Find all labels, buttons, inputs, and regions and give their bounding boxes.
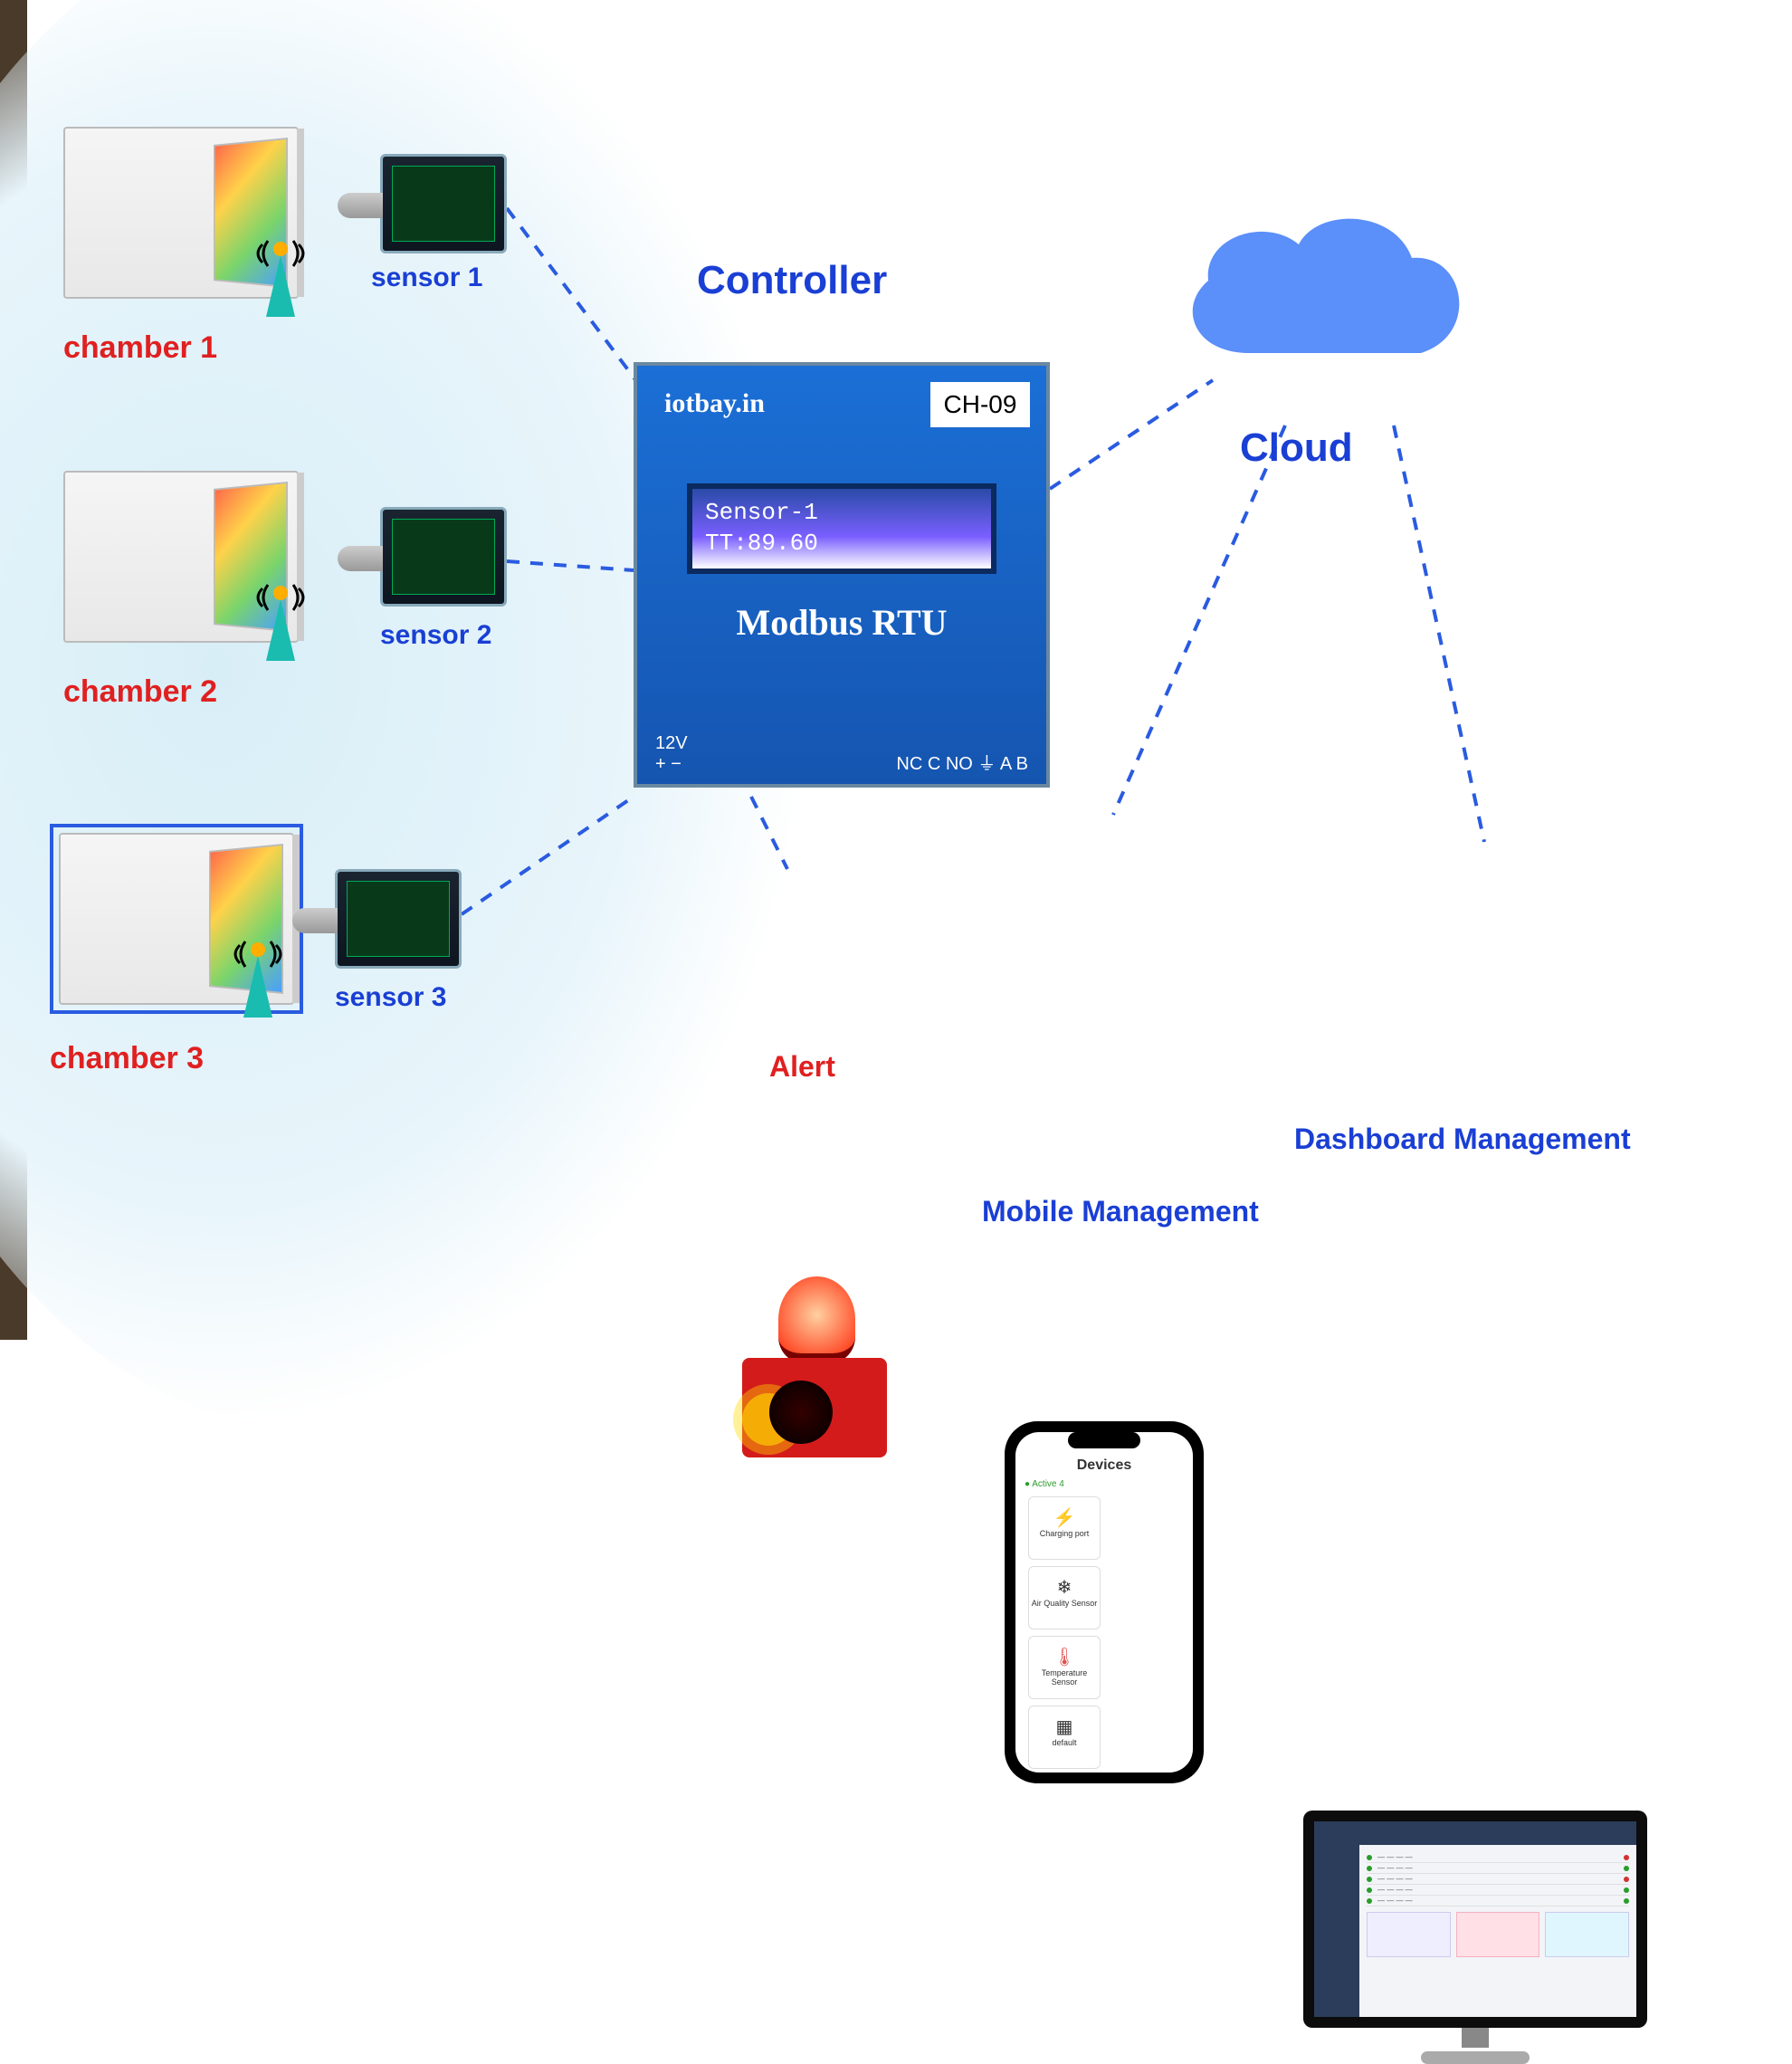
antenna-icon: [253, 235, 308, 317]
cloud-label: Cloud: [1240, 425, 1353, 471]
controller-footer: 12V + − NC C NO ⏚ A B: [655, 733, 1028, 775]
controller-device: iotbay.in CH-09 Sensor-1 TT:89.60 Modbus…: [634, 362, 1050, 788]
footer-terminals: NC C NO ⏚ A B: [896, 749, 1028, 775]
alert-siren: [715, 1276, 896, 1457]
lcd-line-1: Sensor-1: [705, 498, 978, 529]
siren-speaker-icon: [742, 1358, 887, 1457]
chamber-3-label: chamber 3: [50, 1041, 204, 1076]
chamber-1: [63, 127, 299, 299]
chamber-2-label: chamber 2: [63, 674, 217, 710]
siren-light-icon: [778, 1276, 855, 1362]
sensor-device-icon: [335, 869, 462, 969]
sensor-2: [380, 507, 507, 607]
mobile-tile: 🌡Temperature Sensor: [1028, 1636, 1101, 1699]
footer-polarity: + −: [655, 754, 688, 775]
mobile-tile: ⚡Charging port: [1028, 1496, 1101, 1560]
sensor-1-label: sensor 1: [371, 263, 482, 293]
chamber-1-label: chamber 1: [63, 330, 217, 366]
sensor-3-label: sensor 3: [335, 982, 446, 1013]
dashboard-monitor: — — — — — — — — — — — — — — — — — — — —: [1303, 1811, 1647, 2064]
mobile-tile: ❄Air Quality Sensor: [1028, 1566, 1101, 1629]
lcd-line-2: TT:89.60: [705, 529, 978, 559]
mobile-screen: Devices ● Active 4 ⚡Charging port ❄Air Q…: [1015, 1432, 1193, 1773]
controller-title: Controller: [697, 258, 887, 303]
mobile-device: Devices ● Active 4 ⚡Charging port ❄Air Q…: [1005, 1421, 1204, 1783]
controller-tag: CH-09: [930, 382, 1030, 427]
controller-model: Modbus RTU: [637, 601, 1046, 644]
mobile-label: Mobile Management: [982, 1195, 1259, 1228]
alert-label: Alert: [769, 1050, 835, 1084]
chamber-3: [50, 824, 303, 1014]
sensor-device-icon: [380, 507, 507, 607]
dashboard-label: Dashboard Management: [1294, 1123, 1631, 1156]
controller-lcd: Sensor-1 TT:89.60: [687, 483, 996, 574]
chamber-2: [63, 471, 299, 643]
sensor-2-label: sensor 2: [380, 620, 491, 651]
antenna-icon: [231, 936, 285, 1018]
mobile-screen-title: Devices: [1025, 1457, 1184, 1474]
footer-voltage: 12V: [655, 733, 688, 754]
sensor-1: [380, 154, 507, 253]
controller-brand: iotbay.in: [664, 388, 765, 419]
cloud-icon: [1158, 190, 1484, 403]
sensor-device-icon: [380, 154, 507, 253]
dashboard-screen: — — — — — — — — — — — — — — — — — — — —: [1314, 1821, 1636, 2017]
mobile-tile: ▦default: [1028, 1706, 1101, 1769]
antenna-icon: [253, 579, 308, 661]
sensor-3: [335, 869, 462, 969]
